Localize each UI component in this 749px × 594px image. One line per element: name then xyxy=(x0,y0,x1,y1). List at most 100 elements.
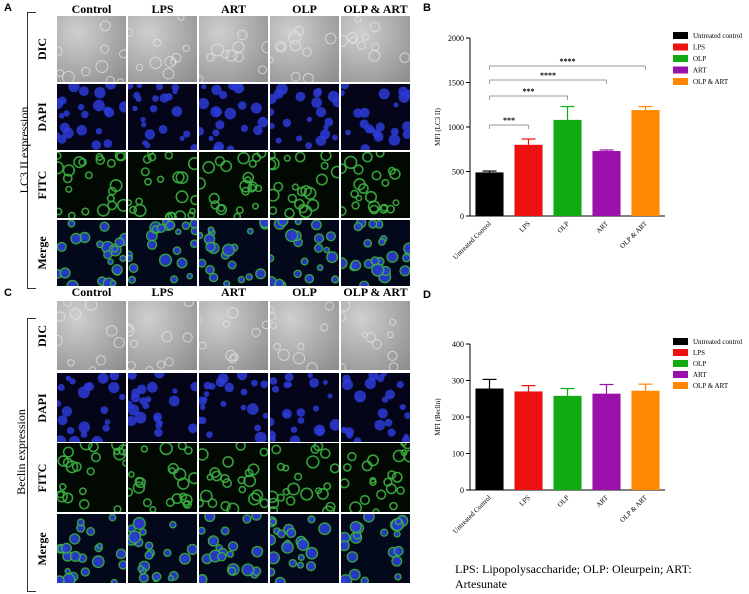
micrograph-fitc xyxy=(128,152,197,218)
micrograph-dic xyxy=(270,16,339,82)
x-tick-label: LPS xyxy=(518,220,532,234)
legend-label: LPS xyxy=(693,44,705,52)
y-tick-label: 300 xyxy=(452,377,464,386)
micrograph-dapi xyxy=(270,373,339,442)
bar xyxy=(514,144,543,216)
micrograph-dapi xyxy=(57,373,126,442)
column-header-lps: LPS xyxy=(151,285,174,299)
column-header-olp-art: OLP & ART xyxy=(343,2,408,16)
micrograph-dic xyxy=(341,301,410,370)
legend-swatch xyxy=(673,360,688,367)
panel-a-bracket xyxy=(27,12,36,289)
row-label-merge: Merge xyxy=(35,236,49,270)
bar xyxy=(553,395,582,490)
y-tick-label: 200 xyxy=(452,413,464,422)
micrograph-dic xyxy=(128,301,197,370)
micrograph-fitc xyxy=(341,443,410,512)
x-tick-label: OLP xyxy=(556,220,571,235)
micrograph-merge xyxy=(341,220,410,286)
panel-b-letter: B xyxy=(423,2,431,14)
legend-label: Untreated control xyxy=(693,32,742,40)
column-header-olp: OLP xyxy=(292,285,317,299)
y-tick-label: 0 xyxy=(460,212,464,221)
column-header-control: Control xyxy=(71,285,112,299)
y-tick-label: 0 xyxy=(460,486,464,495)
micrograph-fitc xyxy=(128,443,197,512)
column-header-control: Control xyxy=(71,2,112,16)
legend-label: OLP xyxy=(693,55,706,63)
micrograph-merge xyxy=(341,514,410,583)
y-tick-label: 1000 xyxy=(448,123,464,132)
row-label-dapi: DAPI xyxy=(35,392,49,423)
legend-label: ART xyxy=(693,371,707,379)
column-header-olp-art: OLP & ART xyxy=(343,285,408,299)
micrograph-fitc xyxy=(270,152,339,218)
micrograph-fitc xyxy=(341,152,410,218)
micrograph-dapi xyxy=(57,84,126,150)
column-header-lps: LPS xyxy=(151,2,174,16)
micrograph-dic xyxy=(199,16,268,82)
micrograph-dic xyxy=(128,16,197,82)
micrograph-merge xyxy=(57,514,126,583)
bar xyxy=(475,388,504,490)
x-tick-label: ART xyxy=(595,219,611,235)
panel-c-letter: C xyxy=(4,287,12,299)
micrograph-merge xyxy=(199,220,268,286)
chart-b: 0 500 1000 1500 2000 MFI (LC3 II) Untreated Co… xyxy=(434,32,742,262)
significance-label: **** xyxy=(560,57,576,66)
legend-label: OLP & ART xyxy=(693,382,729,390)
micrograph-dapi xyxy=(128,373,197,442)
significance-label: *** xyxy=(503,116,515,125)
y-tick-label: 500 xyxy=(452,168,464,177)
x-tick-label: OLP & ART xyxy=(618,493,649,524)
x-tick-label: LPS xyxy=(518,494,532,508)
x-tick-label: ART xyxy=(595,493,611,509)
micrograph-dic xyxy=(57,16,126,82)
legend-label: OLP xyxy=(693,360,706,368)
row-label-dic: DIC xyxy=(35,38,49,61)
micrograph-merge xyxy=(57,220,126,286)
legend-swatch xyxy=(673,78,688,85)
abbreviation-caption: LPS: Lipopolysaccharide; OLP: Oleurpein;… xyxy=(455,562,692,591)
y-tick-label: 400 xyxy=(452,340,464,349)
micrograph-dapi xyxy=(341,84,410,150)
bar xyxy=(631,390,660,490)
bar xyxy=(475,172,504,216)
legend-swatch xyxy=(673,55,688,62)
row-label-dapi: DAPI xyxy=(35,102,49,132)
micrograph-dapi xyxy=(128,84,197,150)
x-tick-label: Untreated Control xyxy=(451,494,493,536)
panel-a-letter: A xyxy=(4,2,12,14)
bar xyxy=(592,393,621,490)
micrograph-merge xyxy=(128,220,197,286)
y-tick-label: 100 xyxy=(452,450,464,459)
micrograph-dapi xyxy=(199,84,268,150)
legend-label: ART xyxy=(693,67,707,75)
legend-label: Untreated control xyxy=(693,338,742,346)
micrograph-dapi xyxy=(341,373,410,442)
significance-label: *** xyxy=(523,87,535,96)
column-header-olp: OLP xyxy=(292,2,317,16)
micrograph-merge xyxy=(128,514,197,583)
micrograph-merge xyxy=(199,514,268,583)
y-tick-label: 1500 xyxy=(448,79,464,88)
bar xyxy=(553,119,582,216)
micrograph-dapi xyxy=(270,84,339,150)
significance-label: **** xyxy=(540,71,556,80)
column-header-art: ART xyxy=(221,2,246,16)
x-tick-label: Untreated Control xyxy=(451,220,493,262)
micrograph-fitc xyxy=(199,443,268,512)
row-label-fitc: FITC xyxy=(35,463,49,492)
legend-swatch xyxy=(673,338,688,345)
micrograph-dic xyxy=(270,301,339,370)
legend-swatch xyxy=(673,382,688,389)
micrograph-merge xyxy=(270,220,339,286)
panel-a-side-label: LC3 II expression xyxy=(17,106,31,194)
micrograph-dapi xyxy=(199,373,268,442)
chart-d: 0 100 200 300 400 MFI (Beclin) Untreated Contr… xyxy=(434,338,742,536)
micrograph-fitc xyxy=(57,443,126,512)
legend-label: OLP & ART xyxy=(693,78,729,86)
legend-swatch xyxy=(673,371,688,378)
micrograph-dic xyxy=(341,16,410,82)
panel-c-side-label: Beclin expression xyxy=(14,409,28,495)
